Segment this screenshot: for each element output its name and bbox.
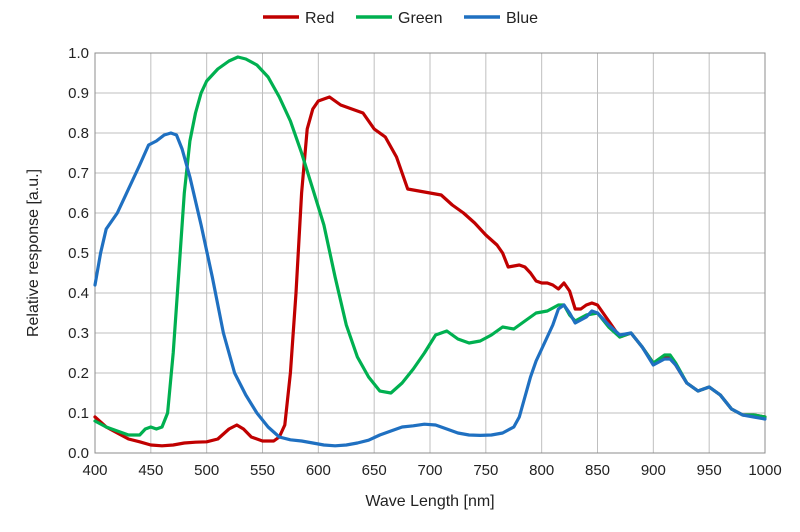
- y-tick-label: 0.7: [68, 165, 89, 182]
- y-tick-label: 0.3: [68, 325, 89, 342]
- x-tick-label: 800: [529, 462, 554, 479]
- y-tick-label: 0.2: [68, 365, 89, 382]
- y-tick-label: 0.1: [68, 405, 89, 422]
- legend-label-red: Red: [305, 10, 334, 27]
- x-axis-title: Wave Length [nm]: [365, 493, 494, 510]
- legend: Red Green Blue: [263, 10, 538, 27]
- x-axis-ticks: 400 450 500 550 600 650 700 750 800 850 900 950 1000: [82, 462, 781, 479]
- x-tick-label: 700: [417, 462, 442, 479]
- y-tick-label: 0.4: [68, 285, 89, 302]
- y-tick-label: 0.9: [68, 85, 89, 102]
- plot-area: [94, 52, 766, 454]
- x-tick-label: 900: [641, 462, 666, 479]
- y-axis-title: Relative response [a.u.]: [25, 169, 42, 337]
- series-line-blue: [93, 131, 767, 448]
- x-tick-label: 450: [138, 462, 163, 479]
- x-tick-label: 750: [473, 462, 498, 479]
- legend-label-blue: Blue: [506, 10, 538, 27]
- y-tick-label: 0.5: [68, 245, 89, 262]
- x-tick-label: 400: [82, 462, 107, 479]
- y-tick-label: 0.6: [68, 205, 89, 222]
- series-lines: [93, 55, 767, 448]
- x-tick-label: 500: [194, 462, 219, 479]
- legend-label-green: Green: [398, 10, 442, 27]
- y-tick-label: 0.8: [68, 125, 89, 142]
- y-tick-label: 1.0: [68, 45, 89, 62]
- x-tick-label: 1000: [748, 462, 781, 479]
- y-axis-ticks: 0.0 0.1 0.2 0.3 0.4 0.5 0.6 0.7 0.8 0.9 1.0: [68, 45, 89, 462]
- y-tick-label: 0.0: [68, 445, 89, 462]
- x-tick-label: 950: [697, 462, 722, 479]
- x-tick-label: 850: [585, 462, 610, 479]
- x-tick-label: 550: [250, 462, 275, 479]
- x-tick-label: 650: [362, 462, 387, 479]
- x-tick-label: 600: [306, 462, 331, 479]
